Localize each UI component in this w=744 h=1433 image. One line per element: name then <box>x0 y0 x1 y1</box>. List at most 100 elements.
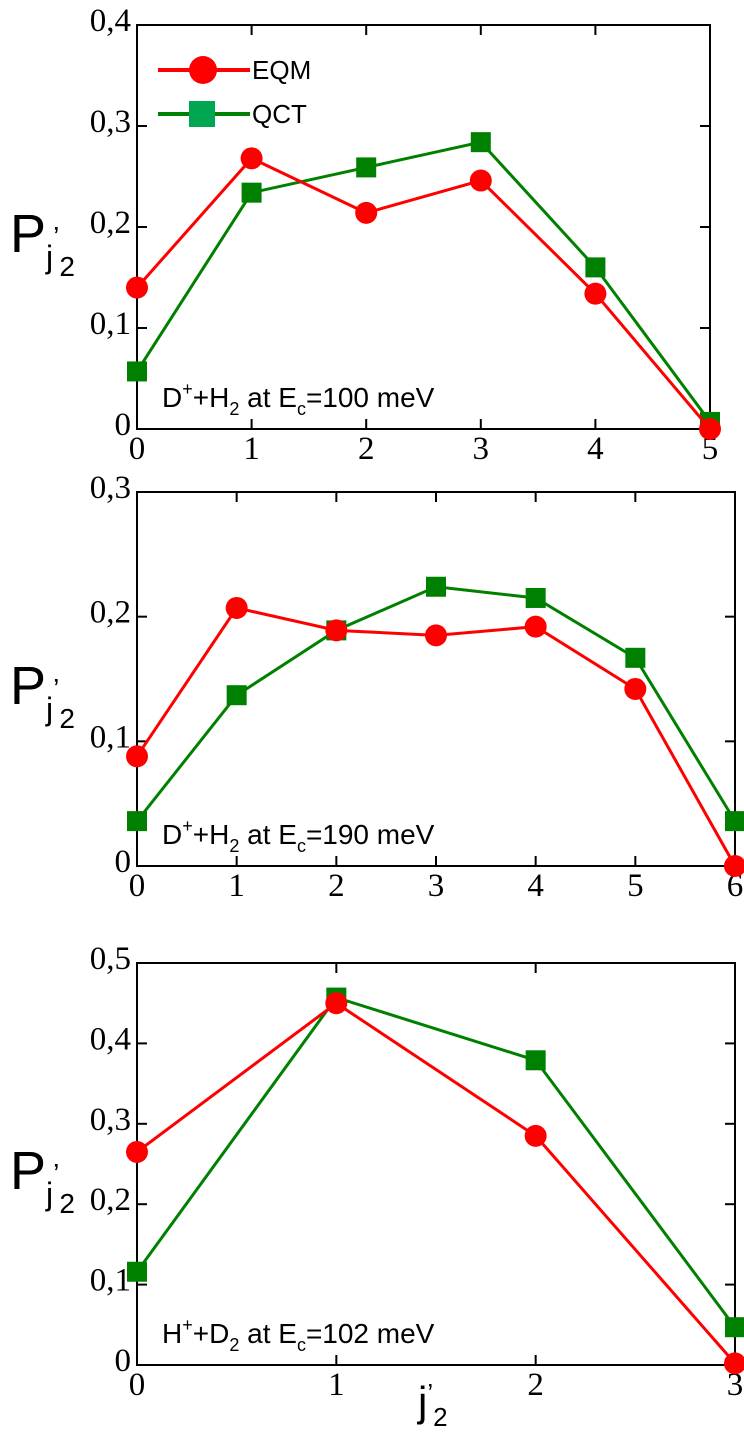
y-tick-label: 0,3 <box>90 1102 131 1138</box>
y-tick-label: 0,2 <box>90 1182 131 1218</box>
y-tick-label: 0,3 <box>90 470 131 506</box>
legend: EQM QCT <box>158 55 311 129</box>
x-tick-label: 3 <box>727 1367 744 1403</box>
qct-point <box>127 811 147 832</box>
series-line-eqm <box>135 156 712 430</box>
y-label-prime: ’ <box>53 1158 59 1189</box>
y-tick-label: 0,5 <box>90 941 131 977</box>
y-tick-label: 0 <box>115 1343 132 1379</box>
legend-label: QCT <box>252 99 307 129</box>
chart-panel-3: 0 1 2 300,10,20,30,40,5H++D2 at Ec=102 meVP… <box>10 941 744 1403</box>
qct-point <box>241 182 262 203</box>
annotation-sub: c <box>297 836 306 856</box>
chart-panel-1: 0 1 2 3 4 500,10,20,30,4D++H2 at Ec=100 meVPj… <box>10 3 721 467</box>
series-eqm <box>126 992 744 1375</box>
annotation-part: at E <box>239 382 297 413</box>
y-tick-label: 0 <box>115 407 132 443</box>
eqm-point <box>724 1352 744 1375</box>
legend-label: EQM <box>252 55 311 85</box>
series-qct <box>127 132 720 432</box>
panel-annotation: D++H2 at Ec=190 meV <box>162 816 435 856</box>
y-label-subsub: 2 <box>59 251 75 282</box>
annotation-part: +H <box>193 819 230 850</box>
y-label-sub: j <box>45 691 53 727</box>
y-label-subsub: 2 <box>59 1188 75 1219</box>
legend-entry-eqm: EQM <box>158 55 311 85</box>
qct-point <box>525 587 546 608</box>
qct-point <box>625 647 646 668</box>
eqm-point <box>699 418 721 440</box>
annotation-part: H <box>162 1318 182 1349</box>
y-label-sub: j <box>45 1176 53 1212</box>
eqm-point <box>355 201 378 224</box>
annotation-part: =102 meV <box>306 1318 435 1349</box>
annotation-part: D <box>162 819 182 850</box>
eqm-point <box>524 615 547 638</box>
qct-point <box>127 361 147 382</box>
eqm-point <box>225 596 248 619</box>
y-axis-label: Pj’2 <box>10 1141 75 1219</box>
qct-point <box>426 576 446 597</box>
x-label-sub: 2 <box>433 1402 447 1432</box>
y-label-main: P <box>10 1141 46 1201</box>
y-label-prime: ’ <box>53 673 59 704</box>
qct-point <box>127 1261 147 1282</box>
series-eqm <box>126 596 744 877</box>
eqm-point <box>624 677 647 700</box>
x-tick-label: 1 <box>328 1367 345 1403</box>
y-axis-label: Pj’2 <box>10 204 75 282</box>
qct-point <box>356 157 377 178</box>
x-tick-label: 2 <box>328 868 345 904</box>
annotation-sub: 2 <box>229 1335 239 1355</box>
eqm-point <box>126 1140 148 1163</box>
qct-point <box>470 132 491 153</box>
y-tick-label: 0,1 <box>90 306 131 342</box>
series-eqm <box>126 147 721 440</box>
x-label-prime: ’ <box>427 1378 433 1408</box>
x-axis-label: j’2 <box>416 1378 448 1432</box>
legend-marker-square <box>189 101 215 127</box>
annotation-sup: + <box>182 1315 193 1335</box>
eqm-point <box>325 619 348 642</box>
plot-frame <box>136 24 711 430</box>
plot-frame <box>136 491 736 867</box>
y-label-main: P <box>10 204 46 264</box>
annotation-part: =190 meV <box>306 819 435 850</box>
eqm-point <box>584 282 607 305</box>
x-tick-label: 4 <box>587 431 604 467</box>
legend-entry-qct: QCT <box>158 99 307 129</box>
qct-point <box>525 1050 546 1071</box>
y-tick-label: 0 <box>115 844 132 880</box>
x-tick-label: 0 <box>129 1367 146 1403</box>
y-tick-label: 0,3 <box>90 104 131 140</box>
x-tick-label: 0 <box>129 431 146 467</box>
x-tick-label: 0 <box>129 868 146 904</box>
qct-point <box>725 1317 744 1338</box>
eqm-point <box>524 1124 547 1147</box>
eqm-point <box>724 855 744 877</box>
series-qct <box>127 576 744 832</box>
y-label-sub: j <box>45 239 53 275</box>
x-tick-label: 5 <box>627 868 644 904</box>
eqm-point <box>240 147 263 170</box>
x-tick-label: 3 <box>473 431 490 467</box>
annotation-sub: 2 <box>229 399 239 419</box>
y-tick-label: 0,2 <box>90 595 131 631</box>
y-tick-label: 0,2 <box>90 205 131 241</box>
eqm-point <box>425 624 447 647</box>
x-label-main: j <box>416 1378 427 1425</box>
annotation-part: D <box>162 382 182 413</box>
x-tick-label: 5 <box>702 431 719 467</box>
annotation-part: at E <box>239 819 297 850</box>
series-qct <box>127 987 744 1338</box>
legend-marker-circle <box>189 56 217 84</box>
annotation-part: +D <box>193 1318 230 1349</box>
x-tick-label: 3 <box>428 868 445 904</box>
series-line-qct <box>135 140 712 423</box>
series-line-eqm <box>136 1001 737 1365</box>
y-tick-label: 0,1 <box>90 719 131 755</box>
plot-frame <box>136 962 736 1366</box>
y-tick-label: 0,1 <box>90 1263 131 1299</box>
